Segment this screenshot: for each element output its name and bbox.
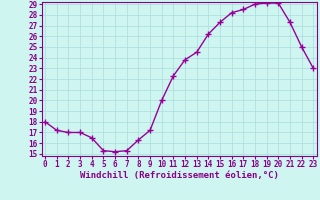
X-axis label: Windchill (Refroidissement éolien,°C): Windchill (Refroidissement éolien,°C)	[80, 171, 279, 180]
